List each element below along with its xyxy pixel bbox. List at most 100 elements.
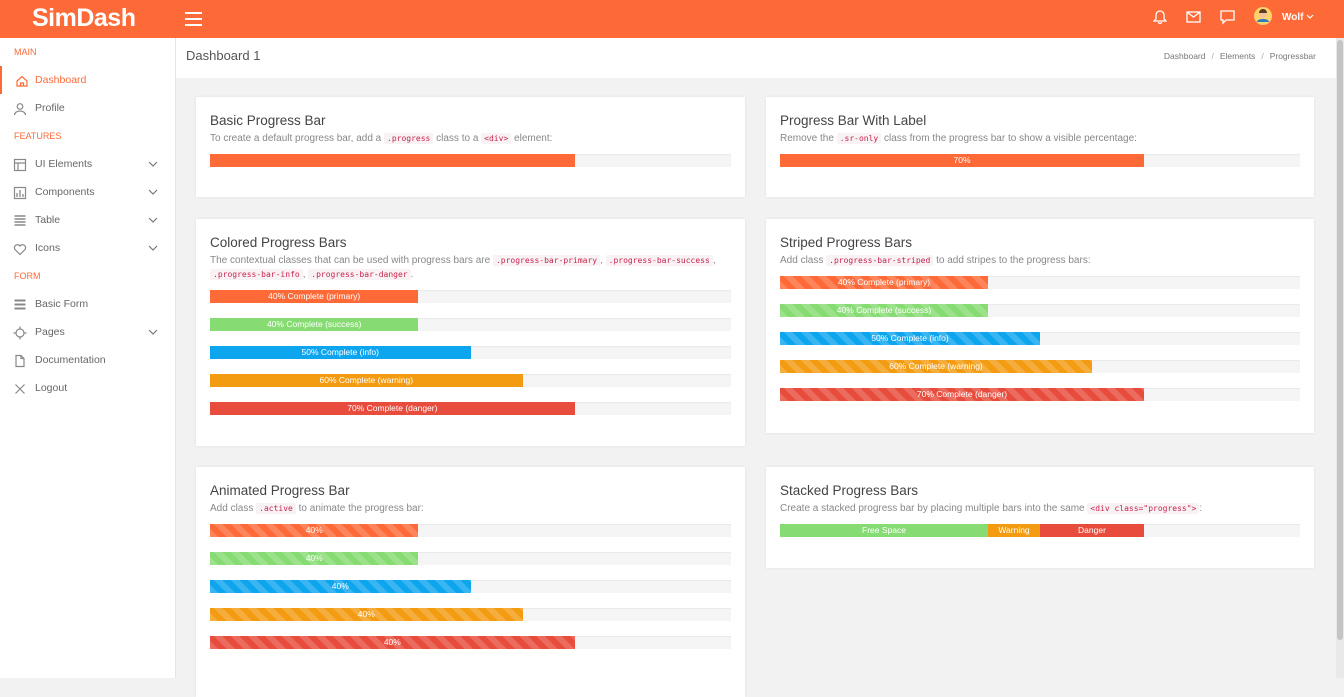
nav-label: UI Elements: [35, 158, 93, 170]
code-snippet: <div class="progress">: [1087, 503, 1200, 514]
nav-item[interactable]: Pages: [0, 318, 175, 346]
notifications-icon[interactable]: [1153, 9, 1167, 25]
progress-fill: 50% Complete (info): [780, 332, 1040, 345]
code-snippet: .progress: [384, 133, 434, 144]
description-text: .: [410, 269, 414, 280]
progress-track: Free Space Warning Danger: [780, 524, 1300, 537]
scrollbar-thumb[interactable]: [1337, 40, 1343, 640]
user-name: Wolf: [1282, 12, 1304, 23]
progress-fill: 40%: [210, 580, 471, 593]
description-text: :: [1199, 503, 1203, 514]
card-description: Add class .active to animate the progres…: [210, 502, 731, 516]
card-description: Create a stacked progress bar by placing…: [780, 502, 1300, 516]
card: Basic Progress Bar To create a default pr…: [196, 97, 745, 197]
nav-icon: [15, 384, 25, 394]
progress-fill: 40%: [210, 524, 419, 537]
card: Stacked Progress Bars Create a stacked pr…: [766, 467, 1314, 568]
card-title: Striped Progress Bars: [780, 235, 913, 250]
progress-track: 40% Complete (primary): [210, 290, 731, 303]
progress-fill: 40%: [210, 552, 419, 565]
breadcrumb-item[interactable]: Dashboard: [1163, 51, 1206, 61]
mail-icon[interactable]: [1186, 9, 1201, 25]
nav-label: Basic Form: [35, 298, 89, 310]
nav-icon: [13, 186, 27, 200]
breadcrumb-separator: /: [1261, 51, 1264, 61]
card-title: Progress Bar With Label: [780, 113, 927, 128]
nav-icon: [15, 354, 25, 368]
expand-chevron: [148, 217, 158, 223]
progress-track: 60% Complete (warning): [210, 374, 731, 387]
nav-item[interactable]: Table: [0, 206, 175, 234]
sidebar: MAIN Dashboard Profile FEATURES UI Elements C…: [0, 38, 176, 678]
card-title: Basic Progress Bar: [210, 113, 326, 128]
chevron: [1306, 14, 1314, 19]
user-menu[interactable]: Wolf: [1282, 12, 1314, 23]
progress-fill: Danger: [1040, 524, 1144, 537]
nav-item[interactable]: Basic Form: [0, 290, 175, 318]
nav-item[interactable]: UI Elements: [0, 150, 175, 178]
progress-fill: 40%: [210, 608, 523, 621]
page-title: Dashboard 1: [186, 48, 261, 63]
card: Progress Bar With Label Remove the .sr-on…: [766, 97, 1314, 197]
nav-item[interactable]: Dashboard: [0, 66, 175, 94]
progress-fill: Free Space: [780, 524, 988, 537]
breadcrumb-item[interactable]: Elements: [1219, 51, 1256, 61]
top-bar: SimDash Wolf: [0, 0, 1344, 38]
progress-track: 40% Complete (success): [780, 304, 1300, 317]
chat-icon[interactable]: [1220, 9, 1235, 25]
description-text: Add class: [780, 255, 827, 266]
nav-icon: [16, 75, 28, 87]
progress-track: 40%: [210, 636, 731, 649]
logo[interactable]: SimDash: [32, 4, 136, 32]
code-snippet: .progress-bar-success: [605, 255, 713, 266]
expand-chevron: [148, 189, 158, 195]
avatar[interactable]: [1254, 7, 1272, 25]
section-title: FEATURES: [14, 131, 62, 141]
nav-icon: [14, 215, 26, 226]
card-description: Remove the .sr-only class from the progr…: [780, 132, 1300, 146]
progress-track: 40% Complete (success): [210, 318, 731, 331]
nav-icon: [13, 326, 27, 340]
description-text: class from the progress bar to show a vi…: [881, 133, 1137, 144]
scrollbar[interactable]: [1336, 38, 1344, 678]
description-text: Remove the: [780, 133, 837, 144]
nav-label: Documentation: [35, 354, 106, 366]
expand-chevron: [148, 329, 158, 335]
progress-fill: 60% Complete (warning): [210, 374, 523, 387]
breadcrumb: Dashboard / Elements / Progressbar: [1164, 51, 1316, 61]
progress-fill: 60% Complete (warning): [780, 360, 1092, 373]
progress-fill: 50% Complete (info): [210, 346, 471, 359]
description-text: Add class: [210, 503, 257, 514]
progress-fill: 40% Complete (success): [780, 304, 988, 317]
code-snippet: .progress-bar-striped: [826, 255, 934, 266]
progress-label: 70% Complete (danger): [916, 389, 1008, 399]
progress-label: 60% Complete (warning): [889, 361, 983, 371]
progress-track: 70% Complete (danger): [210, 402, 731, 415]
card-description: Add class .progress-bar-striped to add s…: [780, 254, 1300, 268]
progress-label: 70% Complete (danger): [347, 403, 438, 413]
description-text: class to a: [433, 133, 482, 144]
nav-label: Icons: [35, 242, 61, 254]
progress-fill: [210, 154, 575, 167]
nav-item[interactable]: Profile: [0, 94, 175, 122]
progress-label: 40% Complete (success): [836, 305, 932, 315]
nav-item[interactable]: Documentation: [0, 346, 175, 374]
breadcrumb-separator: /: [1211, 51, 1214, 61]
progress-label: 40%: [305, 525, 323, 535]
nav-item[interactable]: Logout: [0, 374, 175, 402]
progress-label: 70%: [953, 155, 971, 165]
breadcrumb-item[interactable]: Progressbar: [1269, 51, 1316, 61]
menu-toggle[interactable]: [185, 11, 203, 27]
card-description: To create a default progress bar, add a …: [210, 132, 731, 146]
description-text: ,: [712, 255, 716, 266]
nav-icon: [14, 299, 26, 310]
progress-label: 50% Complete (info): [871, 333, 949, 343]
progress-label: 40%: [331, 581, 349, 591]
section-title: FORM: [14, 271, 41, 281]
nav-item[interactable]: Icons: [0, 234, 175, 262]
nav-item[interactable]: Components: [0, 178, 175, 206]
nav-label: Components: [35, 186, 95, 198]
nav-label: Logout: [35, 382, 68, 394]
